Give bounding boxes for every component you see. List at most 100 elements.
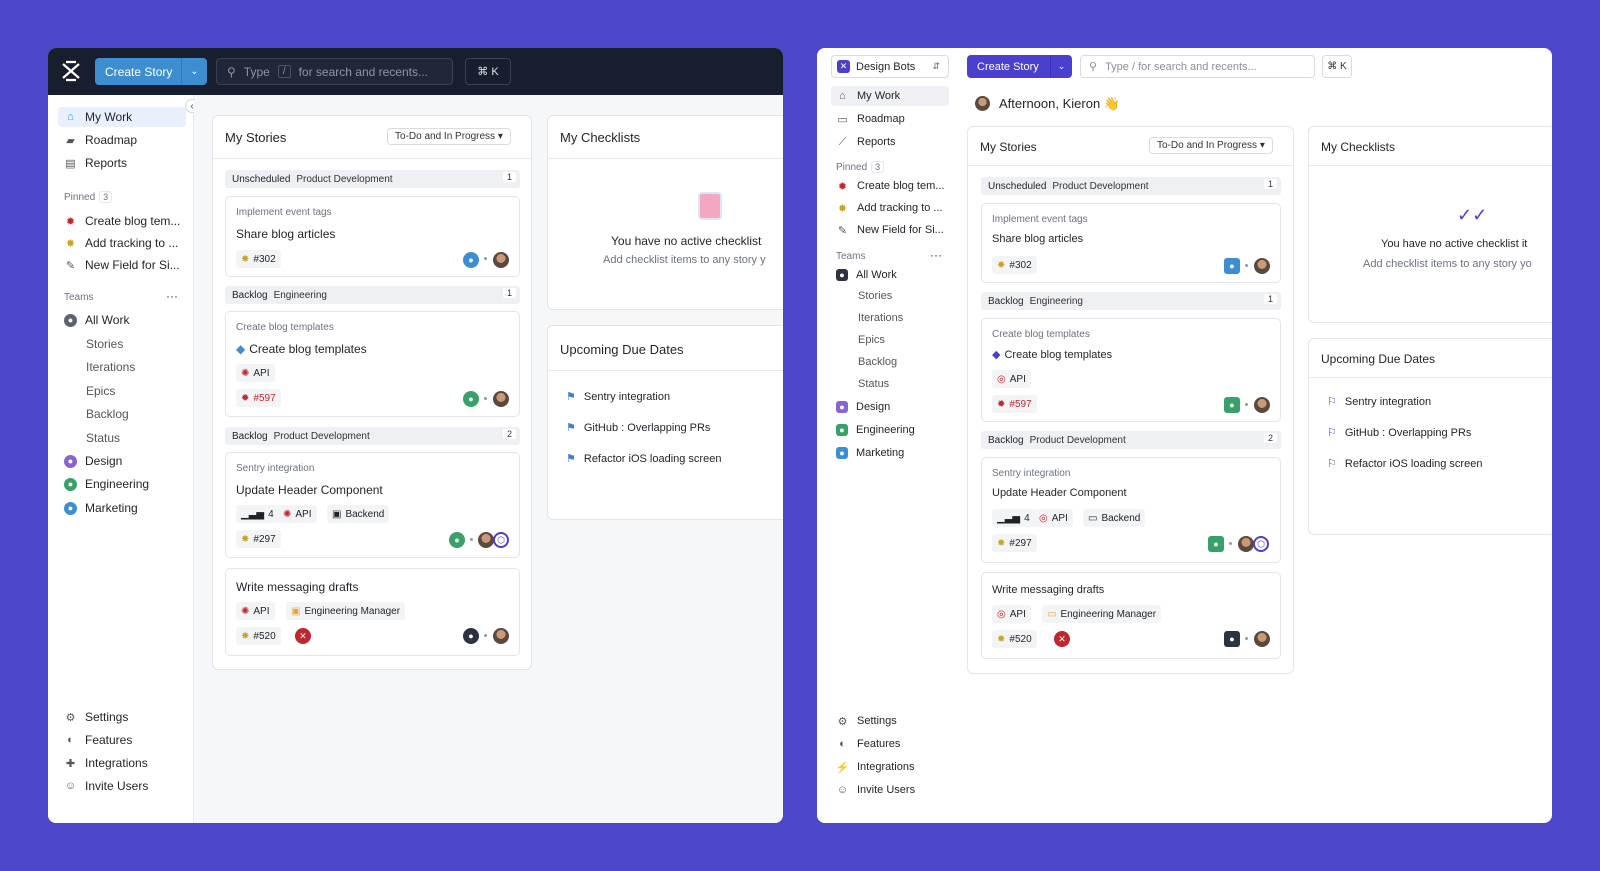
team-design[interactable]: ● Design [836, 397, 890, 417]
group-header[interactable]: Backlog Product Development 2 [981, 431, 1281, 449]
nav-roadmap[interactable]: ▰ Roadmap [64, 130, 137, 150]
label-chip[interactable]: ✺ API [236, 364, 275, 382]
story-card[interactable]: Sentry integration Update Header Compone… [225, 452, 520, 558]
sub-epics[interactable]: Epics [86, 384, 116, 398]
label-chip[interactable]: ▣ Backend [327, 505, 390, 523]
command-k-shortcut[interactable]: ⌘ K [465, 58, 511, 85]
chevron-down-icon[interactable]: ⌄ [1050, 55, 1072, 78]
avatar[interactable] [1254, 397, 1270, 413]
nav-invite-users[interactable]: ☺ Invite Users [64, 776, 148, 796]
avatar[interactable] [493, 252, 509, 268]
nav-roadmap[interactable]: ▭ Roadmap [836, 109, 904, 129]
nav-features[interactable]: ◐ Features [64, 730, 132, 750]
teams-more-icon[interactable]: ··· [166, 289, 178, 303]
sub-stories[interactable]: Stories [858, 290, 893, 302]
story-id-chip[interactable]: ✸ #297 [236, 530, 281, 548]
team-design[interactable]: ● Design [64, 451, 122, 471]
pinned-item[interactable]: ✎ New Field for Si... [64, 255, 180, 275]
nav-reports[interactable]: ▤ Reports [64, 153, 127, 173]
label-chip[interactable]: ◎ API [992, 370, 1031, 388]
label-chip[interactable]: ◎ API [1034, 509, 1073, 527]
due-item[interactable]: ⚑ Refactor iOS loading screen [566, 452, 721, 466]
sub-backlog[interactable]: Backlog [858, 356, 898, 368]
team-engineering[interactable]: ● Engineering [64, 474, 149, 494]
story-id-chip[interactable]: ✸ #297 [992, 534, 1037, 552]
pinned-item[interactable]: ✹ Create blog tem... [836, 176, 945, 196]
label-chip[interactable]: ▣ Engineering Manager [286, 602, 406, 620]
chevron-down-icon[interactable]: ⌄ [181, 58, 207, 85]
due-item[interactable]: ⚐ Sentry integration [1327, 395, 1431, 409]
nav-integrations[interactable]: ⚡ Integrations [836, 757, 915, 777]
teams-more-icon[interactable]: ··· [930, 248, 942, 262]
shortcut-logo-icon[interactable] [60, 60, 82, 82]
team-all-work[interactable]: ● All Work [64, 310, 129, 330]
search-input[interactable]: ⚲ Type / for search and recents... [1080, 55, 1315, 78]
pinned-item[interactable]: ✎ New Field for Si... [836, 220, 944, 240]
avatar[interactable] [975, 96, 990, 111]
pinned-item[interactable]: ✸ Add tracking to ... [64, 233, 179, 253]
team-engineering[interactable]: ● Engineering [836, 420, 915, 440]
story-id-chip[interactable]: ✸ #520 [236, 627, 281, 645]
avatar[interactable] [493, 391, 509, 407]
story-card[interactable]: Implement event tags Share blog articles… [225, 196, 520, 277]
nav-features[interactable]: ◐ Features [836, 734, 900, 754]
group-header[interactable]: Backlog Product Development 2 [225, 427, 520, 445]
sub-epics[interactable]: Epics [858, 334, 885, 346]
nav-my-work[interactable]: ⌂ My Work [831, 86, 949, 106]
sub-status[interactable]: Status [86, 431, 121, 445]
label-chip[interactable]: ✺ API [236, 602, 275, 620]
avatar[interactable] [1238, 536, 1254, 552]
story-card[interactable]: Sentry integration Update Header Compone… [981, 457, 1281, 563]
team-marketing[interactable]: ● Marketing [836, 443, 904, 463]
story-card[interactable]: Create blog templates ◆ Create blog templ… [225, 311, 520, 417]
avatar[interactable] [1254, 258, 1270, 274]
story-id-chip[interactable]: ✸ #302 [992, 256, 1037, 274]
due-item[interactable]: ⚐ GitHub : Overlapping PRs [1327, 426, 1471, 440]
sub-iterations[interactable]: Iterations [858, 312, 904, 324]
story-card[interactable]: Write messaging drafts ✺ API ▣ Engineering… [225, 568, 520, 656]
nav-reports[interactable]: ⟋ Reports [836, 132, 896, 152]
nav-my-work[interactable]: ⌂ My Work [58, 107, 186, 127]
label-chip[interactable]: ▭ Backend [1083, 509, 1146, 527]
avatar[interactable] [493, 628, 509, 644]
label-chip[interactable]: ✺ API [278, 505, 317, 523]
label-chip[interactable]: ◎ API [992, 605, 1031, 623]
nav-integrations[interactable]: ✚ Integrations [64, 753, 148, 773]
due-item[interactable]: ⚑ Sentry integration [566, 390, 670, 404]
due-item[interactable]: ⚐ Refactor iOS loading screen [1327, 457, 1482, 471]
team-all-work[interactable]: ● All Work [836, 265, 897, 285]
nav-settings[interactable]: ⚙ Settings [64, 707, 129, 727]
group-header[interactable]: Unscheduled Product Development 1 [981, 177, 1281, 195]
nav-settings[interactable]: ⚙ Settings [836, 711, 897, 731]
pinned-item[interactable]: ✸ Add tracking to ... [836, 198, 943, 218]
sub-iterations[interactable]: Iterations [86, 360, 136, 374]
label-chip[interactable]: ▭ Engineering Manager [1042, 605, 1162, 623]
create-story-button[interactable]: Create Story ⌄ [95, 58, 207, 85]
estimate-chip[interactable]: ▁▃▅ 4 [992, 509, 1035, 527]
sub-stories[interactable]: Stories [86, 337, 124, 351]
story-id-chip[interactable]: ✸ #520 [992, 630, 1037, 648]
sub-status[interactable]: Status [858, 378, 890, 390]
team-marketing[interactable]: ● Marketing [64, 498, 138, 518]
story-id-chip[interactable]: ✹ #597 [236, 389, 281, 407]
group-header[interactable]: Unscheduled Product Development 1 [225, 170, 520, 188]
group-header[interactable]: Backlog Engineering 1 [981, 292, 1281, 310]
pinned-item[interactable]: ✹ Create blog tem... [64, 211, 181, 231]
story-id-chip[interactable]: ✹ #597 [992, 395, 1037, 413]
command-k-shortcut[interactable]: ⌘ K [1322, 55, 1352, 78]
create-story-button[interactable]: Create Story ⌄ [967, 55, 1072, 78]
avatar[interactable] [478, 532, 494, 548]
sub-backlog[interactable]: Backlog [86, 407, 129, 421]
group-header[interactable]: Backlog Engineering 1 [225, 286, 520, 304]
bot-avatar-icon[interactable]: ⬡ [493, 532, 509, 548]
bot-avatar-icon[interactable]: ⬡ [1253, 536, 1269, 552]
nav-invite-users[interactable]: ☺ Invite Users [836, 780, 915, 800]
story-id-chip[interactable]: ✸ #302 [236, 250, 281, 268]
story-card[interactable]: Write messaging drafts ◎ API ▭ Engineering… [981, 572, 1281, 659]
search-input[interactable]: ⚲ Type / for search and recents... [216, 58, 453, 85]
avatar[interactable] [1254, 631, 1270, 647]
due-item[interactable]: ⚑ GitHub : Overlapping PRs [566, 421, 710, 435]
story-card[interactable]: Implement event tags Share blog articles… [981, 203, 1281, 283]
stories-filter-dropdown[interactable]: To-Do and In Progress ▾ [1149, 137, 1273, 154]
story-card[interactable]: Create blog templates ◆ Create blog templ… [981, 318, 1281, 422]
